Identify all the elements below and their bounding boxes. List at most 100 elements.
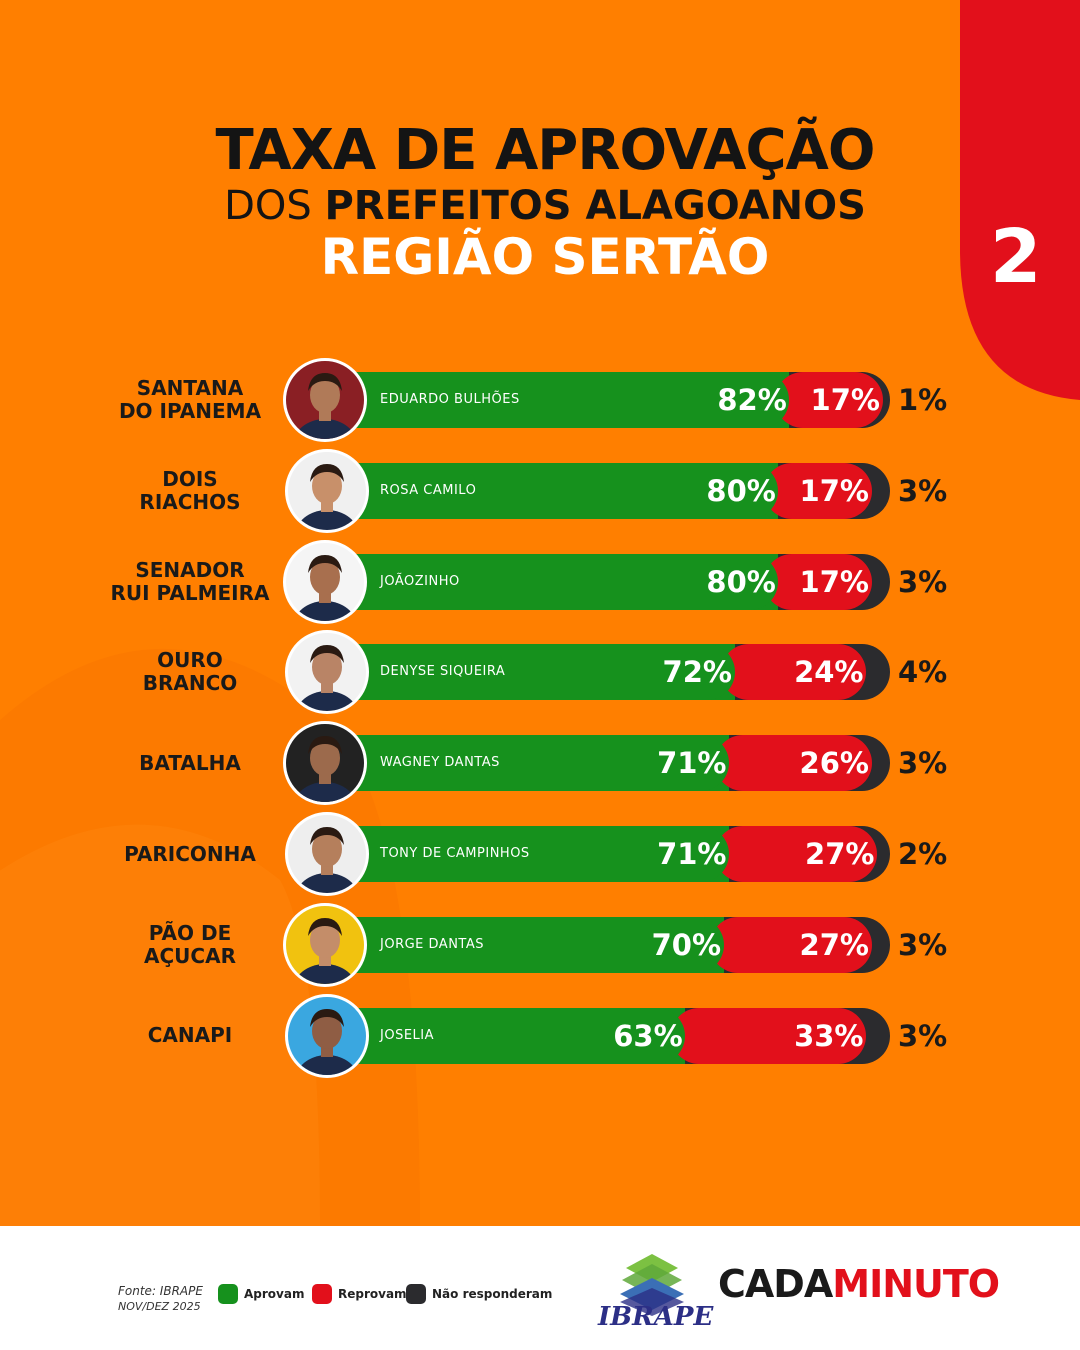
legend-approve-swatch [218,1284,238,1304]
chart-row: PÃO DE AÇUCAR JORGE DANTAS 70% 27% 3% [0,900,1080,990]
mayor-name: JOÃOZINHO [380,573,460,589]
disapprove-value-label: 33% [794,1018,864,1053]
title-line-2-main: PREFEITOS ALAGOANOS [324,183,866,229]
mayor-photo [285,812,369,896]
mayor-photo [283,539,367,624]
city-label: SENADOR RUI PALMEIRA [110,557,270,605]
no-answer-value-label: 2% [898,837,948,871]
bar-track [340,735,890,792]
mayor-photo [285,448,369,533]
city-label: PARICONHA [124,841,256,866]
bar-disapprove [764,462,872,519]
bar-track [340,826,890,882]
mayor-name: JOSELIA [380,1027,435,1043]
mayor-name: DENYSE SIQUEIRA [380,664,506,680]
no-answer-value-label: 3% [898,473,948,508]
disapprove-value-label: 17% [799,473,869,508]
bar-track [340,372,890,428]
bar-track [340,916,890,973]
bar-disapprove [764,553,872,610]
no-answer-value-label: 3% [898,927,948,962]
bar-track [340,1007,890,1064]
city-label: PÃO DE AÇUCAR [144,920,236,968]
mayor-name: TONY DE CAMPINHOS [380,846,530,861]
bar-disapprove [775,372,883,428]
bar-approve-cap [340,826,730,882]
approve-value-label: 72% [662,655,732,690]
mayor-name: WAGNEY DANTAS [380,755,500,771]
region-title: REGIÃO SERTÃO [320,228,770,286]
legend-approve: Aprovam [218,1284,304,1304]
bar-approve-cap [340,462,779,519]
city-label: DOIS RIACHOS [139,466,241,514]
person-icon [295,463,359,530]
title-line-2: DOS PREFEITOS ALAGOANOS [0,183,1080,229]
footer: Fonte: IBRAPE NOV/DEZ 2025 Aprovam Repro… [0,1226,1080,1350]
chart-row: PARICONHA TONY DE CAMPINHOS 71% 27% 2% [0,809,1080,899]
title-line-1: TAXA DE APROVAÇÃO [215,118,876,183]
person-icon [293,736,357,803]
legend-disapprove: Reprovam [312,1284,407,1304]
no-answer-value-label: 3% [898,564,948,599]
disapprove-value-label: 27% [799,927,869,962]
source-label: Fonte: IBRAPE [118,1284,203,1298]
person-icon [293,917,357,984]
approve-value-label: 71% [657,746,727,781]
person-icon [295,827,359,893]
chart-row: BATALHA WAGNEY DANTAS 71% 26% 3% [0,718,1080,808]
page-number: 2 [990,214,1042,300]
mayor-photo [283,721,367,806]
disapprove-value-label: 17% [810,383,880,417]
no-answer-value-label: 3% [898,746,948,781]
disapprove-value-label: 17% [799,564,869,599]
disapprove-value-label: 27% [805,837,875,871]
ibrape-logo-text: IBRAPE [598,1302,714,1332]
bar-track [340,462,890,519]
cadaminuto-logo-part2: MINUTO [832,1262,1000,1306]
approve-value-label: 71% [657,837,727,871]
chart-row: DOIS RIACHOS ROSA CAMILO 80% 17% 3% [0,446,1080,536]
approve-value-label: 63% [613,1018,683,1053]
person-icon [295,645,359,712]
mayor-photo [283,902,367,987]
bar-approve-cap [340,644,735,701]
no-answer-value-label: 3% [898,1018,948,1053]
person-icon [293,554,357,621]
no-answer-value-label: 1% [898,383,948,417]
approve-value-label: 82% [717,383,787,417]
bar-disapprove [671,1007,867,1064]
bar-disapprove [720,644,867,701]
bar-track [340,553,890,610]
legend-approve-label: Aprovam [244,1287,305,1301]
chart-row: OURO BRANCO DENYSE SIQUEIRA 72% 24% 4% [0,627,1080,717]
chart-row: SANTANA DO IPANEMA EDUARDO BULHÕES 82% 17% 1… [0,355,1080,445]
approve-value-label: 80% [706,564,776,599]
legend-no-answer-label: Não responderam [432,1287,553,1301]
city-label: CANAPI [147,1023,233,1048]
bar-approve-cap [340,1007,686,1064]
cadaminuto-logo-part1: CADA [718,1262,833,1306]
mayor-name: JORGE DANTAS [380,936,484,952]
mayor-photo [283,358,367,442]
bar-approve-cap [340,553,779,610]
source-date: NOV/DEZ 2025 [118,1300,201,1313]
bar-disapprove [709,916,872,973]
legend-disapprove-label: Reprovam [338,1287,407,1301]
disapprove-value-label: 26% [799,746,869,781]
mayor-photo [285,630,369,715]
legend-disapprove-swatch [312,1284,332,1304]
person-icon [293,373,357,439]
bar-approve-cap [340,372,790,428]
disapprove-value-label: 24% [794,655,864,690]
city-label: OURO BRANCO [142,648,238,696]
city-label: BATALHA [139,750,241,775]
mayor-photo [285,993,369,1078]
bar-approve-cap [340,735,730,792]
cadaminuto-logo: CADAMINUTO [718,1262,1000,1306]
legend-no-answer: Não responderam [406,1284,552,1304]
approve-value-label: 70% [651,927,722,962]
title-line-2-prefix: DOS [224,183,325,229]
mayor-name: EDUARDO BULHÕES [380,392,520,407]
bar-disapprove [715,735,872,792]
